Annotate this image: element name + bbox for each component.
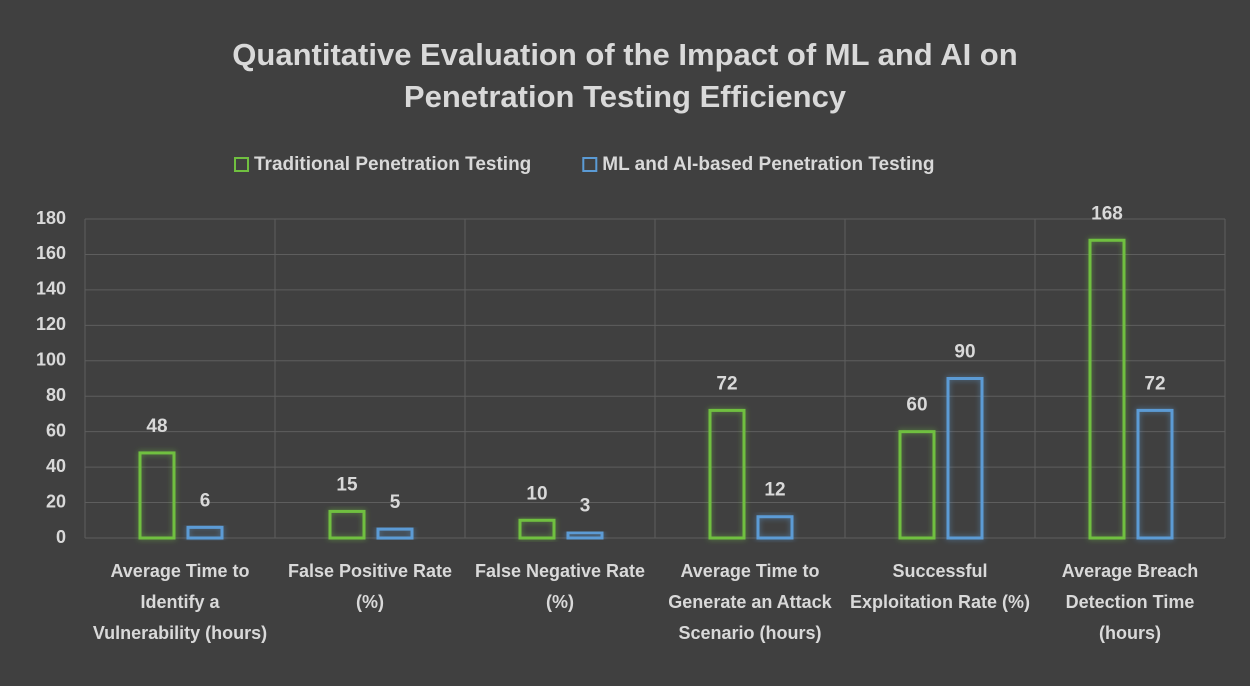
bar [566, 531, 604, 540]
y-tick-label: 140 [36, 279, 66, 299]
data-label: 15 [336, 474, 358, 495]
data-label: 90 [954, 342, 975, 363]
legend-label: ML and AI-based Penetration Testing [602, 154, 934, 175]
x-tick-label: Successful Exploitation Rate (%) [849, 561, 1030, 612]
y-tick-label: 100 [36, 350, 66, 370]
legend-marker [234, 157, 249, 172]
bar [518, 518, 556, 540]
bar [1088, 238, 1126, 540]
data-label: 168 [1091, 203, 1123, 224]
chart-title: Quantitative Evaluation of the Impact of… [232, 37, 1018, 114]
y-tick-label: 180 [36, 208, 66, 228]
bar [186, 525, 224, 540]
y-tick-label: 60 [46, 420, 66, 440]
legend-marker [582, 157, 598, 172]
x-tick-label: Average Time to Generate an Attack Scena… [668, 561, 832, 643]
x-tick-label: Average Breach Detection Time (hours) [1061, 561, 1199, 643]
data-label: 12 [764, 480, 785, 501]
data-label: 10 [526, 483, 547, 504]
data-label: 72 [1144, 373, 1165, 394]
legend-label: Traditional Penetration Testing [254, 154, 531, 175]
data-label: 60 [906, 395, 927, 416]
x-tick-label: False Positive Rate (%) [287, 561, 453, 612]
x-tick-label: False Negative Rate (%) [474, 561, 646, 612]
data-label: 5 [390, 492, 401, 513]
bar [756, 515, 794, 540]
x-tick-label: Average Time to Identify a Vulnerability… [92, 561, 268, 643]
bar [898, 430, 936, 540]
y-tick-label: 160 [36, 243, 66, 263]
bar [138, 451, 176, 540]
bar [946, 377, 984, 540]
data-label: 3 [580, 496, 591, 517]
y-tick-label: 20 [46, 491, 66, 511]
y-tick-label: 120 [36, 314, 66, 334]
bar [1136, 408, 1174, 540]
bar [376, 527, 414, 540]
data-label: 48 [146, 416, 167, 437]
bar [708, 408, 746, 540]
y-tick-label: 80 [46, 385, 66, 405]
data-label: 6 [200, 490, 211, 511]
y-tick-label: 0 [56, 527, 66, 547]
data-label: 72 [716, 373, 737, 394]
bar [328, 509, 366, 540]
y-tick-label: 40 [46, 456, 66, 476]
